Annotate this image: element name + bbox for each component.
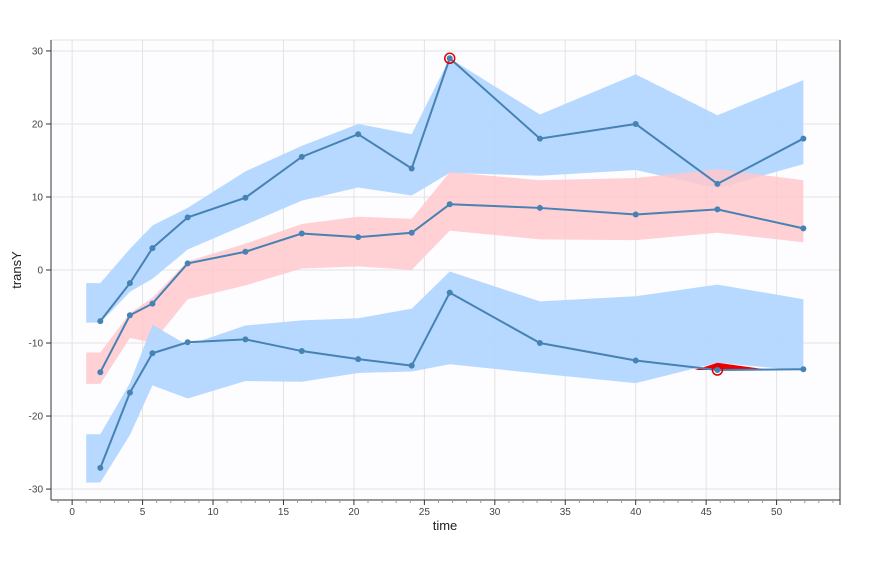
upper-point <box>184 214 191 221</box>
lower-point <box>149 350 156 357</box>
upper-point <box>800 135 807 142</box>
lower-point <box>97 464 104 471</box>
y-tick-label: -30 <box>29 485 44 496</box>
y-tick-label: 30 <box>32 46 44 57</box>
lower-point <box>298 348 305 355</box>
x-axis-title: time <box>433 518 458 533</box>
outlier-marker <box>711 364 724 376</box>
median-point <box>97 369 104 376</box>
lower-point <box>536 340 543 347</box>
x-tick-label: 20 <box>348 507 360 518</box>
upper-point <box>242 194 249 201</box>
x-tick-label: 10 <box>207 507 219 518</box>
median-point <box>536 204 543 211</box>
y-tick-label: 20 <box>32 119 44 130</box>
y-tick-label: 10 <box>32 192 44 203</box>
median-band <box>86 169 804 384</box>
median-point <box>149 300 156 307</box>
median-point <box>714 206 721 213</box>
upper-point <box>408 165 415 172</box>
outlier-markers <box>443 52 724 376</box>
lower-band <box>86 271 804 483</box>
median-point <box>126 312 133 319</box>
median-point <box>408 229 415 236</box>
x-tick-label: 50 <box>771 507 783 518</box>
lower-point <box>126 389 133 396</box>
lower-point <box>184 339 191 346</box>
upper-point <box>714 180 721 187</box>
lower-point <box>355 356 362 363</box>
lower-point <box>800 366 807 373</box>
median-point <box>800 225 807 232</box>
upper-point <box>536 135 543 142</box>
x-tick-label: 0 <box>69 507 75 518</box>
y-axis-ticks: -30 -20 -10 0 10 20 30 <box>29 46 51 496</box>
x-tick-label: 30 <box>489 507 501 518</box>
upper-point <box>446 55 453 62</box>
median-point <box>298 230 305 237</box>
y-tick-label: -20 <box>29 412 44 423</box>
y-tick-label: -10 <box>29 339 44 350</box>
median-point <box>242 248 249 255</box>
y-axis-title: transY <box>9 251 24 289</box>
x-tick-label: 5 <box>140 507 146 518</box>
median-point <box>355 234 362 241</box>
lower-point <box>714 367 721 374</box>
upper-point <box>355 131 362 138</box>
outlier-marker <box>443 52 456 65</box>
outlier-areas <box>694 362 771 371</box>
upper-point <box>632 120 639 127</box>
x-axis-ticks: 0 5 10 15 20 25 30 35 40 45 50 <box>57 500 834 518</box>
upper-point <box>149 245 156 252</box>
outlier-area <box>694 362 771 371</box>
y-tick-label: 0 <box>37 266 43 277</box>
x-tick-label: 45 <box>701 507 713 518</box>
x-tick-label: 35 <box>560 507 572 518</box>
lower-point <box>632 357 639 364</box>
median-point <box>632 211 639 218</box>
x-tick-label: 15 <box>278 507 290 518</box>
upper-point <box>97 318 104 325</box>
percentile-points <box>97 55 807 471</box>
x-tick-label: 25 <box>419 507 431 518</box>
lower-point <box>408 362 415 369</box>
upper-band <box>86 58 804 323</box>
lower-point <box>242 336 249 343</box>
x-tick-label: 40 <box>630 507 642 518</box>
median-point <box>446 201 453 208</box>
lower-point <box>446 289 453 296</box>
prediction-bands <box>86 58 804 483</box>
upper-point <box>126 280 133 287</box>
median-point <box>184 260 191 267</box>
upper-point <box>298 153 305 160</box>
